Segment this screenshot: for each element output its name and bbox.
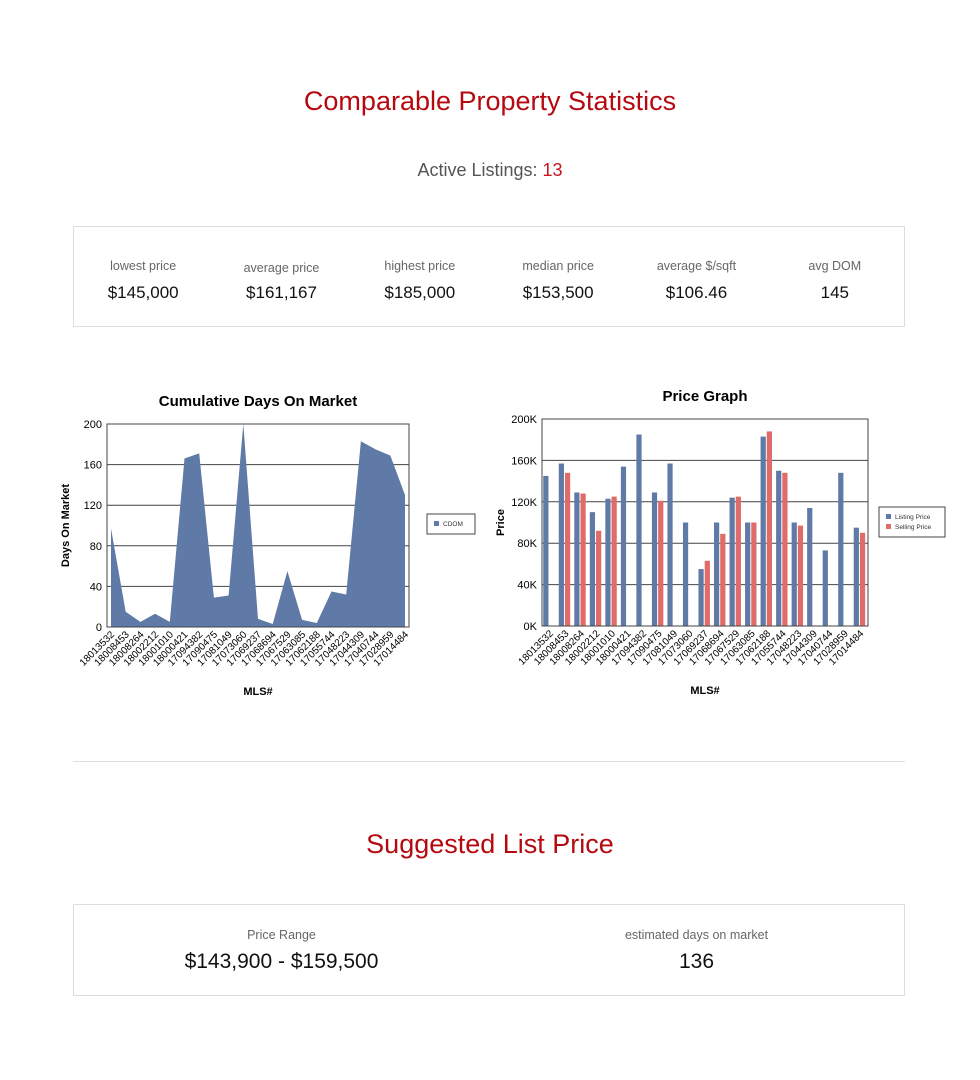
suggested-box: Price Range $143,900 - $159,500 estimated… bbox=[73, 904, 905, 996]
stat-average: average price $161,167 bbox=[212, 259, 350, 326]
price-chart: Price Graph 0K 40K 80K 120K 160K 200K Price MLS#… bbox=[495, 388, 946, 697]
active-listings: Active Listings: 13 bbox=[0, 160, 980, 181]
bar-selling bbox=[658, 500, 664, 626]
bar-listing bbox=[620, 466, 627, 626]
bar-listing bbox=[838, 472, 844, 626]
stat-label: median price bbox=[522, 259, 594, 273]
bar-listing bbox=[574, 492, 580, 626]
bar-listing bbox=[682, 522, 689, 626]
bar-selling bbox=[611, 496, 617, 626]
stat-label: lowest price bbox=[110, 259, 177, 273]
stats-box: lowest price $145,000 average price $161,1… bbox=[73, 226, 905, 327]
stat-value: $106.46 bbox=[665, 283, 728, 302]
y-tick-label: 80 bbox=[90, 541, 102, 553]
bar-listing bbox=[636, 434, 642, 626]
y-tick-label: 40K bbox=[517, 580, 537, 592]
suggested-title: Suggested List Price bbox=[366, 829, 614, 859]
legend-swatch bbox=[886, 514, 891, 519]
y-tick-label: 120K bbox=[511, 497, 537, 509]
bar-listing bbox=[791, 522, 797, 626]
bar-selling bbox=[797, 525, 804, 626]
bar-selling bbox=[596, 530, 602, 626]
stat-label: average $/sqft bbox=[656, 259, 737, 273]
price-range: Price Range $143,900 - $159,500 bbox=[74, 928, 489, 995]
range-label: Price Range bbox=[247, 928, 316, 942]
stat-dom: avg DOM 145 bbox=[766, 259, 904, 326]
bar-listing bbox=[651, 492, 658, 626]
page-title: Comparable Property Statistics bbox=[303, 86, 677, 116]
bar-selling bbox=[704, 560, 710, 626]
dom-label: estimated days on market bbox=[624, 928, 769, 942]
stat-sqft: average $/sqft $106.46 bbox=[627, 259, 765, 326]
bar-selling bbox=[751, 522, 757, 626]
bar-selling bbox=[580, 493, 586, 626]
bar-listing bbox=[745, 522, 751, 626]
bar-listing bbox=[776, 470, 782, 626]
active-label: Active Listings: bbox=[417, 160, 538, 180]
x-axis-label: MLS# bbox=[243, 686, 272, 698]
legend-label: Selling Price bbox=[895, 524, 932, 531]
dom-value: 136 bbox=[678, 950, 715, 973]
stat-value: $185,000 bbox=[384, 283, 456, 302]
bar-listing bbox=[605, 498, 611, 626]
bar-listing bbox=[589, 512, 596, 626]
bar-listing bbox=[543, 475, 549, 626]
y-axis-label: Price bbox=[495, 509, 507, 536]
bar-listing bbox=[714, 522, 720, 626]
bar-selling bbox=[564, 472, 571, 626]
y-axis-label: Days On Market bbox=[60, 484, 72, 567]
bar-listing bbox=[853, 527, 859, 626]
legend-label: Listing Price bbox=[895, 514, 931, 521]
bar-listing bbox=[558, 463, 564, 626]
stat-lowest: lowest price $145,000 bbox=[74, 259, 212, 326]
stat-label: highest price bbox=[384, 259, 456, 273]
estimated-dom: estimated days on market 136 bbox=[489, 928, 904, 995]
bar-listing bbox=[729, 497, 735, 626]
y-tick-label: 160K bbox=[511, 455, 537, 467]
y-tick-label: 160 bbox=[84, 460, 102, 472]
bar-listing bbox=[760, 436, 766, 626]
stat-median: median price $153,500 bbox=[489, 259, 627, 326]
bar-listing bbox=[807, 508, 813, 626]
chart-title: Price Graph bbox=[662, 388, 747, 405]
stat-value: $145,000 bbox=[107, 283, 179, 302]
bar-selling bbox=[766, 431, 772, 626]
x-axis-label: MLS# bbox=[690, 685, 719, 697]
bar-selling bbox=[859, 532, 866, 626]
y-tick-label: 40 bbox=[90, 581, 102, 593]
active-count: 13 bbox=[542, 160, 563, 180]
bar-selling bbox=[782, 472, 788, 626]
bar-selling bbox=[720, 533, 726, 626]
legend-swatch bbox=[886, 524, 891, 529]
y-tick-label: 0 bbox=[96, 622, 102, 634]
stat-value: $161,167 bbox=[246, 283, 317, 302]
y-tick-label: 200K bbox=[511, 414, 537, 426]
legend-label: CDOM bbox=[443, 521, 463, 528]
plot-border bbox=[106, 423, 410, 628]
stat-highest: highest price $185,000 bbox=[351, 259, 489, 326]
bar-listing bbox=[667, 463, 673, 626]
area-cdom bbox=[111, 424, 405, 627]
chart-title: Cumulative Days On Market bbox=[159, 393, 357, 410]
bar-listing bbox=[822, 550, 828, 626]
y-tick-label: 0K bbox=[524, 621, 538, 633]
plot-border bbox=[541, 418, 869, 627]
bar-selling bbox=[735, 496, 741, 626]
legend-swatch bbox=[434, 521, 439, 526]
range-value: $143,900 - $159,500 bbox=[184, 950, 379, 973]
y-tick-label: 200 bbox=[84, 419, 102, 431]
legend bbox=[426, 513, 476, 535]
stat-label: avg DOM bbox=[808, 259, 862, 273]
divider bbox=[73, 761, 905, 762]
stat-label: average price bbox=[243, 261, 320, 275]
bar-listing bbox=[698, 569, 704, 626]
legend bbox=[878, 506, 946, 538]
y-tick-label: 120 bbox=[84, 500, 102, 512]
y-tick-label: 80K bbox=[517, 538, 537, 550]
stat-value: 145 bbox=[820, 283, 849, 302]
stat-value: $153,500 bbox=[522, 283, 594, 302]
cdom-chart: Cumulative Days On Market 0 40 80 120 160 200 D… bbox=[60, 393, 476, 698]
